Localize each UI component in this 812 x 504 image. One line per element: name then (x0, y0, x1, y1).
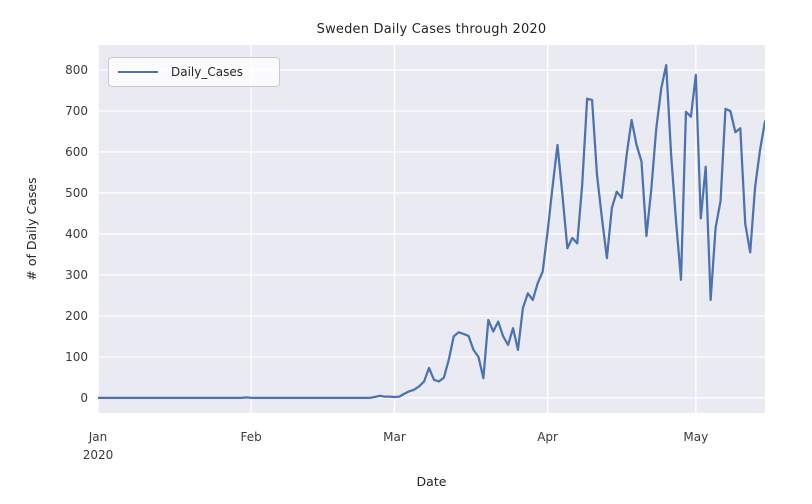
y-tick-label: 300 (65, 267, 88, 282)
x-tick-label: May (683, 430, 709, 444)
y-tick-label: 700 (65, 103, 88, 118)
legend: Daily_Cases (108, 57, 280, 87)
chart-title: Sweden Daily Cases through 2020 (316, 22, 547, 37)
plot-area (98, 45, 765, 413)
y-tick-label: 800 (65, 62, 88, 77)
chart-canvas (98, 45, 765, 413)
legend-line-sample (118, 71, 158, 73)
x-tick-label: Feb (240, 430, 262, 444)
y-tick-label: 100 (65, 349, 88, 364)
y-tick-label: 600 (65, 144, 88, 159)
x-tick-sublabel: 2020 (82, 448, 114, 462)
x-axis-label: Date (416, 474, 447, 489)
y-axis-label: # of Daily Cases (24, 177, 39, 281)
y-tick-label: 500 (65, 185, 88, 200)
daily-cases-line (98, 63, 765, 399)
y-tick-label: 400 (65, 226, 88, 241)
y-tick-label: 0 (80, 390, 88, 405)
x-tick-label: Apr (537, 430, 558, 444)
x-tick-label: Mar (383, 430, 406, 444)
y-tick-label: 200 (65, 308, 88, 323)
legend-label: Daily_Cases (171, 65, 243, 79)
x-tick-label: Jan (88, 430, 108, 444)
